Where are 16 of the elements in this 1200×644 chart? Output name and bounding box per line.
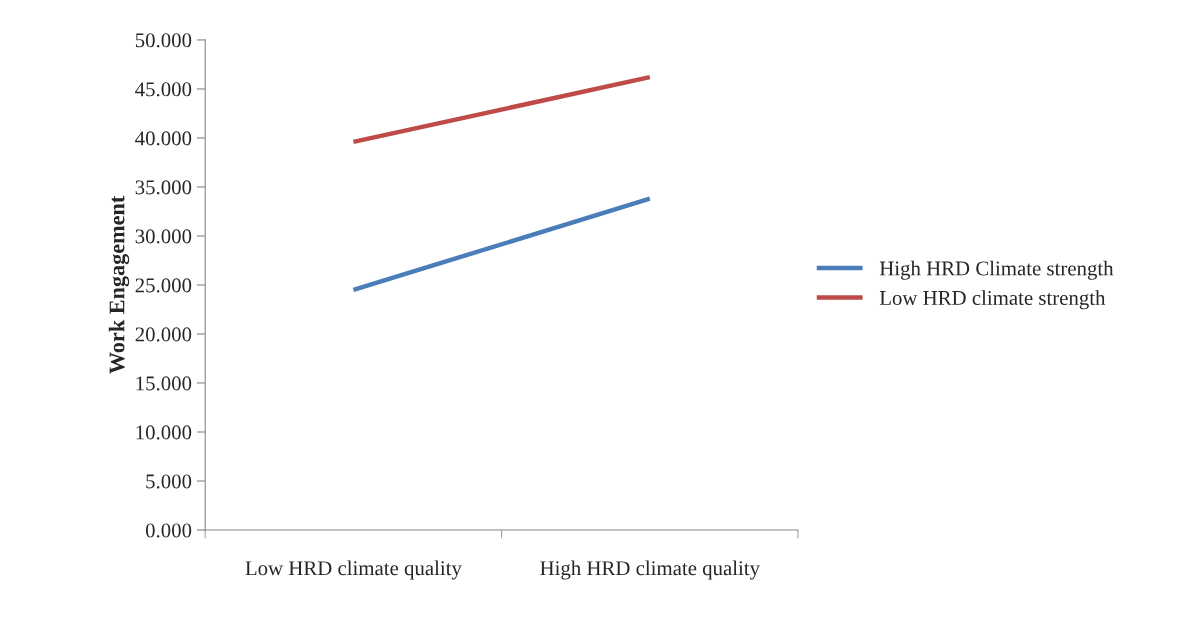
- x-tick-label: Low HRD climate quality: [245, 560, 462, 580]
- y-tick-label: 20.000: [135, 327, 192, 342]
- y-tick-label: 30.000: [135, 229, 192, 244]
- y-tick-label: 5.000: [146, 474, 192, 489]
- legend-label: Low HRD climate strength: [879, 290, 1106, 310]
- y-tick-label: 15.000: [136, 376, 192, 391]
- y-tick-label: 35.000: [135, 180, 192, 195]
- legend-label: High HRD Climate strength: [879, 260, 1114, 280]
- y-tick-label: 50.000: [135, 33, 192, 48]
- y-tick-label: 25.000: [135, 278, 192, 293]
- y-tick-label: 40.000: [135, 131, 192, 146]
- y-tick-label: 10.000: [136, 425, 192, 440]
- y-tick-label: 45.000: [135, 82, 192, 97]
- y-tick-label: 0.000: [145, 523, 192, 538]
- x-tick-label: High HRD climate quality: [540, 560, 760, 580]
- y-axis-title: Work Engagement: [108, 195, 130, 374]
